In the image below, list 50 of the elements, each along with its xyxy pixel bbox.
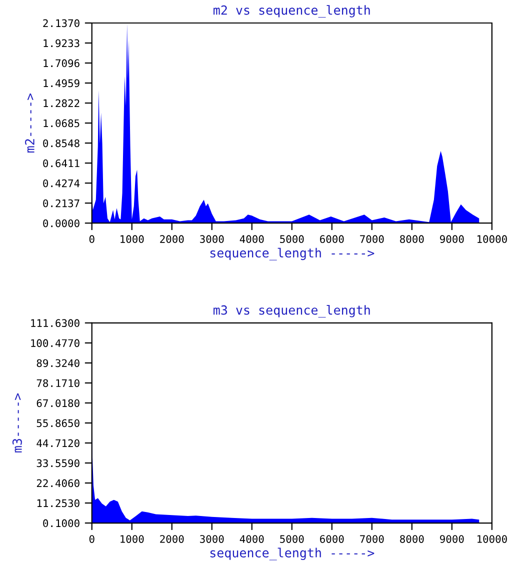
x-tick-label: 5000 bbox=[280, 235, 304, 244]
x-tick-label: 8000 bbox=[400, 235, 424, 244]
y-tick-label: 22.4060 bbox=[36, 479, 80, 488]
y-tick-label: 1.4959 bbox=[44, 79, 80, 88]
y-tick-label: 0.6411 bbox=[43, 159, 80, 168]
y-tick-label: 67.0180 bbox=[36, 399, 80, 408]
y-tick-label: 1.9233 bbox=[44, 39, 80, 48]
x-tick-label: 2000 bbox=[160, 235, 184, 244]
y-tick-label: 0.1000 bbox=[43, 519, 80, 528]
x-tick-label: 3000 bbox=[200, 235, 224, 244]
y-tick-label: 0.8548 bbox=[43, 139, 80, 148]
x-tick-label: 6000 bbox=[320, 235, 344, 244]
x-tick-label: 8000 bbox=[400, 535, 424, 543]
x-tick-label: 10000 bbox=[478, 535, 507, 543]
x-axis-title: sequence_length -----> bbox=[210, 248, 374, 260]
x-tick-label: 0 bbox=[89, 535, 94, 543]
y-tick-label: 0.4274 bbox=[43, 179, 80, 188]
y-tick-label: 11.2530 bbox=[37, 499, 80, 508]
x-tick-label: 3000 bbox=[200, 535, 224, 543]
x-tick-label: 9000 bbox=[440, 235, 464, 244]
chart-title: m3 vs sequence_length bbox=[214, 305, 370, 318]
x-tick-label: 1000 bbox=[120, 535, 144, 543]
x-tick-label: 6000 bbox=[320, 535, 344, 543]
x-axis-title: sequence_length -----> bbox=[210, 548, 374, 560]
x-tick-label: 0 bbox=[89, 235, 94, 244]
y-tick-label: 89.3240 bbox=[36, 359, 80, 368]
y-tick-label: 78.1710 bbox=[36, 379, 80, 388]
y-tick-label: 44.7120 bbox=[36, 439, 80, 448]
x-tick-label: 1000 bbox=[120, 235, 144, 244]
y-axis-title: m2-----> bbox=[25, 93, 34, 152]
y-tick-label: 55.8650 bbox=[36, 419, 80, 428]
x-tick-label: 7000 bbox=[360, 235, 384, 244]
y-axis-title: m3-----> bbox=[12, 393, 22, 452]
y-tick-label: 1.2822 bbox=[44, 99, 80, 108]
x-tick-label: 2000 bbox=[160, 535, 184, 543]
x-tick-label: 9000 bbox=[440, 535, 464, 543]
chart-title: m2 vs sequence_length bbox=[214, 5, 370, 18]
y-tick-label: 1.7096 bbox=[44, 59, 80, 68]
y-tick-label: 0.0000 bbox=[43, 219, 80, 228]
y-tick-label: 33.5590 bbox=[36, 459, 80, 468]
x-tick-label: 4000 bbox=[240, 535, 264, 543]
y-tick-label: 111.6300 bbox=[31, 319, 80, 328]
y-tick-label: 100.4770 bbox=[31, 339, 80, 348]
x-tick-label: 10000 bbox=[478, 235, 507, 244]
y-tick-label: 0.2137 bbox=[43, 199, 80, 208]
y-tick-label: 1.0685 bbox=[44, 119, 80, 128]
x-tick-label: 4000 bbox=[240, 235, 264, 244]
y-tick-label: 2.1370 bbox=[43, 19, 80, 28]
x-tick-label: 5000 bbox=[280, 535, 304, 543]
x-tick-label: 7000 bbox=[360, 535, 384, 543]
